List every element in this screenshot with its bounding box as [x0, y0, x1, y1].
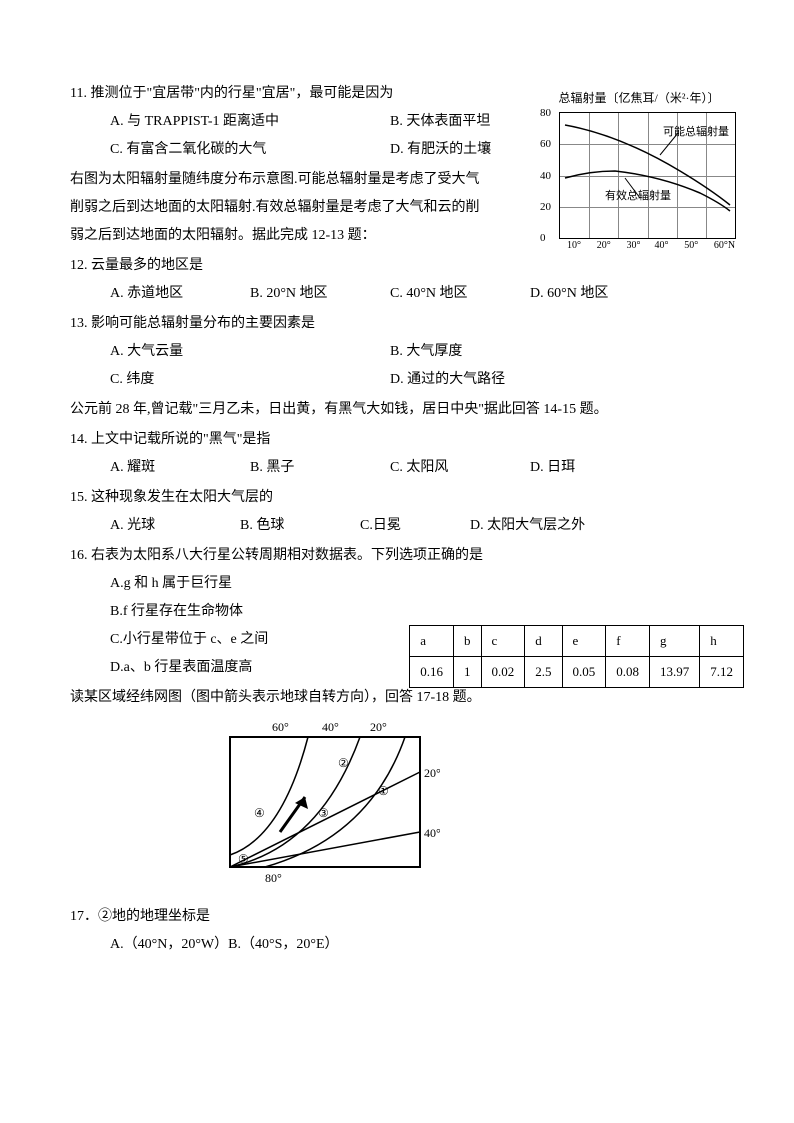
q14-a: A. 耀斑: [110, 454, 250, 482]
td: 1: [454, 657, 482, 688]
chart-label-1: 可能总辐射量: [663, 121, 729, 143]
x-tick: 10°: [567, 236, 581, 256]
q11-a: A. 与 TRAPPIST-1 距离适中: [110, 108, 390, 136]
q15-c: C.日冕: [360, 512, 470, 540]
th: c: [481, 626, 525, 657]
x-tick: 40°: [655, 236, 669, 256]
th: f: [606, 626, 650, 657]
grid-svg: 60° 40° 20° 20° 40° 80° ① ② ③ ④ ⑤: [210, 717, 440, 887]
question-12: 12. 云量最多的地区是 A. 赤道地区 B. 20°N 地区 C. 40°N …: [70, 252, 724, 308]
td: 13.97: [650, 657, 700, 688]
question-15: 15. 这种现象发生在太阳大气层的 A. 光球 B. 色球 C.日冕 D. 太阳…: [70, 484, 724, 540]
q13-c: C. 纬度: [110, 366, 390, 394]
y-tick: 40: [540, 165, 551, 187]
x-tick: 50°: [684, 236, 698, 256]
q13-d: D. 通过的大气路径: [390, 366, 505, 394]
chart-title: 总辐射量〔亿焦耳/（米²·年）〕: [539, 86, 739, 110]
right-label: 40°: [424, 826, 440, 840]
question-17: 17．②地的地理坐标是 A.（40°N，20°W）B.（40°S，20°E）: [70, 903, 724, 959]
th: g: [650, 626, 700, 657]
node-3: ③: [318, 806, 329, 820]
th: b: [454, 626, 482, 657]
q14-d: D. 日珥: [530, 454, 670, 482]
latlon-grid-diagram: 60° 40° 20° 20° 40° 80° ① ② ③ ④ ⑤: [210, 717, 724, 898]
table-header-row: a b c d e f g h: [410, 626, 744, 657]
q12-a: A. 赤道地区: [110, 280, 250, 308]
q15-d: D. 太阳大气层之外: [470, 512, 610, 540]
right-label: 20°: [424, 766, 440, 780]
q13-b: B. 大气厚度: [390, 338, 462, 366]
planet-table: a b c d e f g h 0.16 1 0.02 2.5 0.05 0.0…: [409, 625, 744, 688]
td: 0.02: [481, 657, 525, 688]
q11-b: B. 天体表面平坦: [390, 108, 490, 136]
q15-a: A. 光球: [110, 512, 240, 540]
th: h: [700, 626, 744, 657]
question-13: 13. 影响可能总辐射量分布的主要因素是 A. 大气云量 B. 大气厚度 C. …: [70, 310, 724, 394]
q17-text: 17．②地的地理坐标是: [70, 903, 724, 931]
y-tick: 20: [540, 196, 551, 218]
x-tick: 30°: [627, 236, 641, 256]
q12-b: B. 20°N 地区: [250, 280, 390, 308]
q13-text: 13. 影响可能总辐射量分布的主要因素是: [70, 310, 724, 338]
td: 0.16: [410, 657, 454, 688]
td: 0.05: [562, 657, 606, 688]
table-value-row: 0.16 1 0.02 2.5 0.05 0.08 13.97 7.12: [410, 657, 744, 688]
td: 0.08: [606, 657, 650, 688]
q16-b: B.f 行星存在生命物体: [110, 598, 724, 626]
node-1: ①: [378, 784, 389, 798]
top-label: 20°: [370, 720, 387, 734]
q11-d: D. 有肥沃的土壤: [390, 136, 491, 164]
q15-text: 15. 这种现象发生在太阳大气层的: [70, 484, 724, 512]
td: 2.5: [525, 657, 562, 688]
q14-c: C. 太阳风: [390, 454, 530, 482]
question-14: 14. 上文中记载所说的"黑气"是指 A. 耀斑 B. 黑子 C. 太阳风 D.…: [70, 426, 724, 482]
q16-text: 16. 右表为太阳系八大行星公转周期相对数据表。下列选项正确的是: [70, 542, 724, 570]
node-5: ⑤: [238, 852, 249, 866]
x-tick: 60°N: [714, 236, 735, 256]
node-4: ④: [254, 806, 265, 820]
y-tick: 0: [540, 227, 546, 249]
q12-d: D. 60°N 地区: [530, 280, 670, 308]
chart-box: 80 60 40 20 0 10° 20° 30° 40° 50° 60°N 可…: [559, 112, 736, 239]
q12-text: 12. 云量最多的地区是: [70, 252, 724, 280]
y-tick: 80: [540, 102, 551, 124]
q15-b: B. 色球: [240, 512, 360, 540]
intro-14-15: 公元前 28 年,曾记载"三月乙未，日出黄，有黑气大如钱，居日中央"据此回答 1…: [70, 396, 724, 424]
q12-c: C. 40°N 地区: [390, 280, 530, 308]
td: 7.12: [700, 657, 744, 688]
y-tick: 60: [540, 133, 551, 155]
q14-text: 14. 上文中记载所说的"黑气"是指: [70, 426, 724, 454]
top-label: 40°: [322, 720, 339, 734]
q17-ab: A.（40°N，20°W）B.（40°S，20°E）: [110, 931, 724, 959]
q13-a: A. 大气云量: [110, 338, 390, 366]
x-tick: 20°: [597, 236, 611, 256]
node-2: ②: [338, 756, 349, 770]
bottom-label: 80°: [265, 871, 282, 885]
q11-c: C. 有富含二氧化碳的大气: [110, 136, 390, 164]
intro-17-18: 读某区域经纬网图（图中箭头表示地球自转方向），回答 17-18 题。: [70, 684, 724, 712]
chart-label-2: 有效总辐射量: [605, 185, 671, 207]
th: d: [525, 626, 562, 657]
q16-a: A.g 和 h 属于巨行星: [110, 570, 724, 598]
radiation-chart: 总辐射量〔亿焦耳/（米²·年）〕 80 60 40 20 0 10° 20° 3…: [539, 86, 739, 241]
top-label: 60°: [272, 720, 289, 734]
th: e: [562, 626, 606, 657]
th: a: [410, 626, 454, 657]
q14-b: B. 黑子: [250, 454, 390, 482]
